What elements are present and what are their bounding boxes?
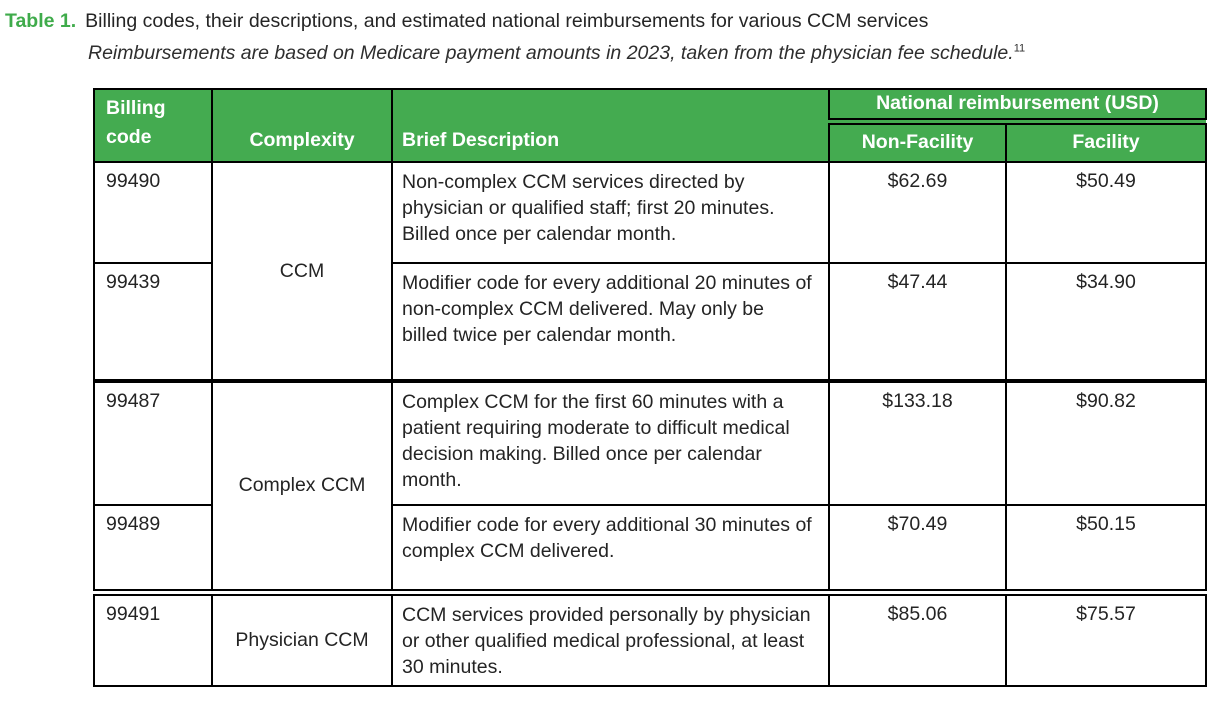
facility-amount-cell: $34.90 <box>1005 262 1207 382</box>
billing-code-cell: 99487 <box>93 379 213 506</box>
billing-code-cell: 99489 <box>93 504 213 593</box>
citation-reference: 11 <box>1013 42 1026 55</box>
non-facility-amount-cell: $70.49 <box>828 504 1007 593</box>
billing-code-cell: 99491 <box>93 588 213 687</box>
billing-codes-table: Billing code Complexity Brief Descriptio… <box>93 88 1207 687</box>
description-cell: Complex CCM for the first 60 minutes wit… <box>391 379 830 506</box>
table-caption: Table 1. Billing codes, their description… <box>5 8 1205 65</box>
complexity-cell-physician-ccm: Physician CCM <box>211 588 393 687</box>
table-number-label: Table 1. <box>5 10 77 32</box>
table-row-99491: 99491 Physician CCM CCM services provide… <box>93 588 1207 687</box>
complexity-cell-complex-ccm: Complex CCM <box>211 379 393 593</box>
billing-code-cell: 99439 <box>93 262 213 382</box>
header-national-reimbursement: National reimbursement (USD) <box>828 88 1207 122</box>
table-title: Billing codes, their descriptions, and e… <box>85 10 929 32</box>
facility-amount-cell: $50.15 <box>1005 504 1207 593</box>
table-row-99439: 99439 Modifier code for every additional… <box>93 262 1207 382</box>
facility-amount-cell: $90.82 <box>1005 379 1207 506</box>
description-cell: Non-complex CCM services directed by phy… <box>391 161 830 264</box>
description-cell: CCM services provided personally by phys… <box>391 588 830 687</box>
table-row-99489: 99489 Modifier code for every additional… <box>93 504 1207 593</box>
non-facility-amount-cell: $47.44 <box>828 262 1007 382</box>
complexity-cell-ccm: CCM <box>211 161 393 382</box>
non-facility-amount-cell: $85.06 <box>828 588 1007 687</box>
header-facility: Facility <box>1005 117 1207 163</box>
header-brief-description: Brief Description <box>391 88 830 163</box>
header-row-1: Billing code Complexity Brief Descriptio… <box>93 88 1207 163</box>
caption-line-2: Reimbursements are based on Medicare pay… <box>88 41 1205 65</box>
facility-amount-cell: $75.57 <box>1005 588 1207 687</box>
table-row-99487: 99487 Complex CCM Complex CCM for the fi… <box>93 379 1207 593</box>
non-facility-amount-cell: $133.18 <box>828 379 1007 506</box>
description-cell: Modifier code for every additional 20 mi… <box>391 262 830 382</box>
table-subtitle: Reimbursements are based on Medicare pay… <box>88 42 1014 64</box>
description-cell: Modifier code for every additional 30 mi… <box>391 504 830 593</box>
header-non-facility: Non-Facility <box>828 117 1007 163</box>
header-complexity: Complexity <box>211 88 393 163</box>
table-row-99490: 99490 CCM Non-complex CCM services direc… <box>93 161 1207 382</box>
header-row-2: Non-Facility Facility <box>94 117 1207 163</box>
billing-code-cell: 99490 <box>93 161 213 264</box>
caption-line-1: Table 1. Billing codes, their description… <box>5 8 1205 34</box>
non-facility-amount-cell: $62.69 <box>828 161 1007 264</box>
facility-amount-cell: $50.49 <box>1005 161 1207 264</box>
header-billing-code: Billing code <box>93 88 213 163</box>
